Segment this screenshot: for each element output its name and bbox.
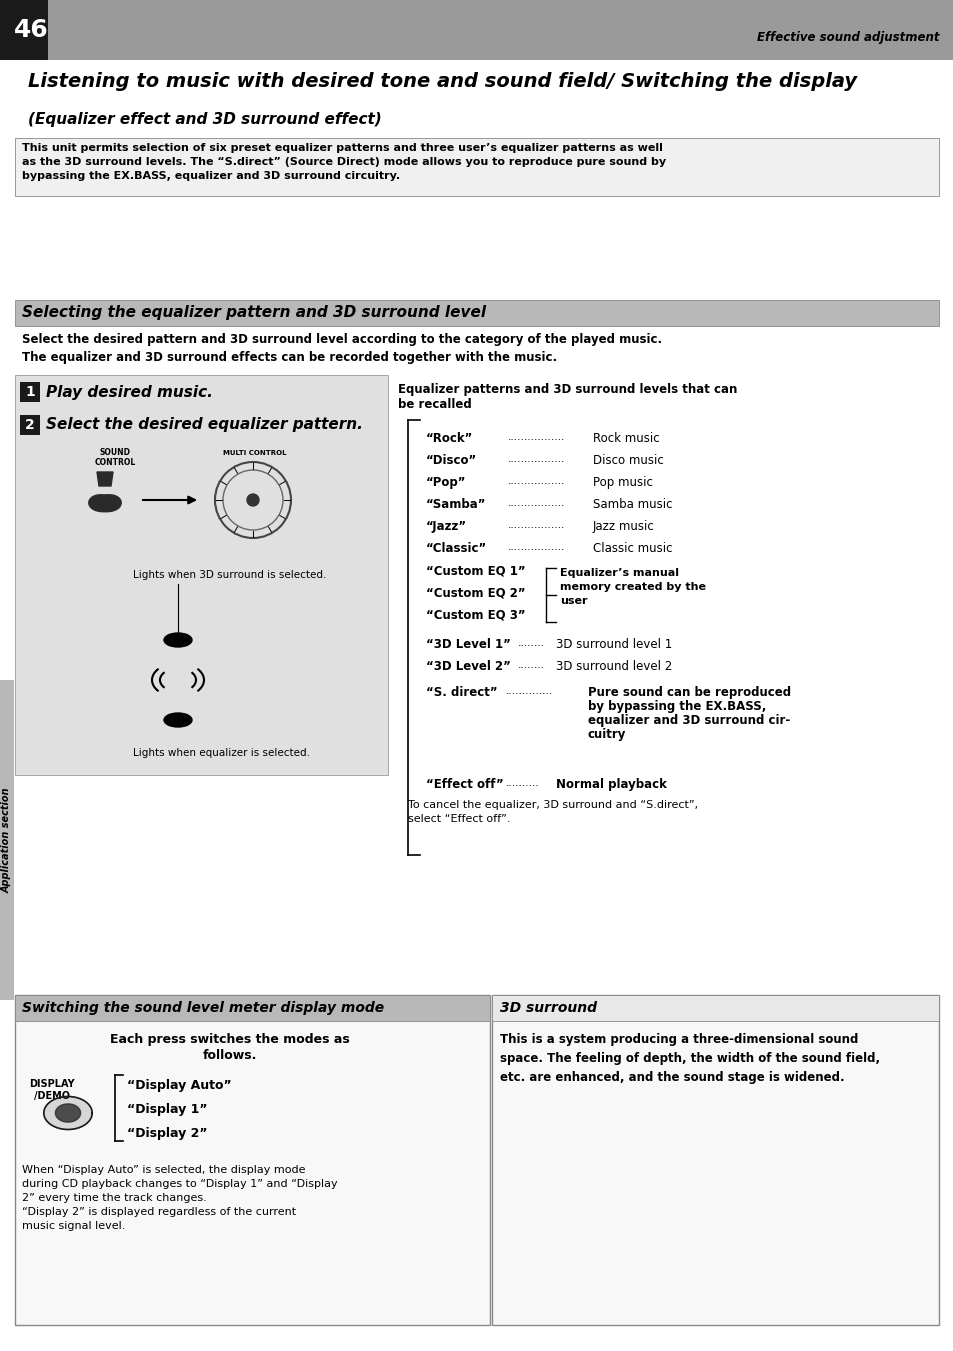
Text: “Pop”: “Pop” [426,476,466,489]
Text: ..........: .......... [505,778,539,788]
FancyBboxPatch shape [492,994,938,1021]
Text: Equalizer’s manual: Equalizer’s manual [559,567,679,578]
Text: .................: ................. [507,499,565,508]
Text: Pure sound can be reproduced: Pure sound can be reproduced [587,686,790,698]
Text: user: user [559,596,587,607]
FancyBboxPatch shape [15,994,490,1325]
Text: Effective sound adjustment: Effective sound adjustment [757,31,939,45]
Text: Select the desired equalizer pattern.: Select the desired equalizer pattern. [46,417,362,432]
Polygon shape [89,494,121,512]
Text: “Samba”: “Samba” [426,499,486,511]
Text: Switching the sound level meter display mode: Switching the sound level meter display … [22,1001,384,1015]
Text: follows.: follows. [203,1048,257,1062]
Text: “Display 1”: “Display 1” [127,1102,208,1116]
Text: 3D surround: 3D surround [499,1001,597,1015]
Text: Lights when 3D surround is selected.: Lights when 3D surround is selected. [132,570,326,580]
Text: Equalizer patterns and 3D surround levels that can: Equalizer patterns and 3D surround level… [397,382,737,396]
Text: Play desired music.: Play desired music. [46,385,213,400]
Text: “Display 2”: “Display 2” [127,1127,208,1140]
Text: Disco music: Disco music [593,454,663,467]
FancyBboxPatch shape [15,994,490,1021]
Text: “Custom EQ 1”: “Custom EQ 1” [426,563,525,577]
Text: .................: ................. [507,542,565,553]
Text: .................: ................. [507,432,565,442]
Ellipse shape [164,713,192,727]
Text: 46: 46 [14,18,49,42]
Text: “Jazz”: “Jazz” [426,520,467,534]
FancyBboxPatch shape [492,994,938,1325]
FancyBboxPatch shape [15,376,388,775]
Text: select “Effect off”.: select “Effect off”. [408,815,510,824]
Text: 2: 2 [25,417,35,432]
Text: Pop music: Pop music [593,476,652,489]
Text: “Classic”: “Classic” [426,542,487,555]
Text: “Custom EQ 2”: “Custom EQ 2” [426,586,525,598]
Text: Samba music: Samba music [593,499,672,511]
Text: 3D surround level 1: 3D surround level 1 [556,638,672,651]
Text: Lights when equalizer is selected.: Lights when equalizer is selected. [132,748,310,758]
Text: “Rock”: “Rock” [426,432,473,444]
FancyBboxPatch shape [20,415,40,435]
Text: be recalled: be recalled [397,399,471,411]
Text: “Display Auto”: “Display Auto” [127,1079,232,1092]
Text: DISPLAY
/DEMO: DISPLAY /DEMO [30,1079,74,1101]
FancyBboxPatch shape [20,382,40,403]
Text: memory created by the: memory created by the [559,582,705,592]
Text: To cancel the equalizer, 3D surround and “S.direct”,: To cancel the equalizer, 3D surround and… [408,800,698,811]
FancyBboxPatch shape [15,138,938,196]
Text: Each press switches the modes as: Each press switches the modes as [110,1034,350,1046]
Text: ........: ........ [517,638,544,648]
Text: Rock music: Rock music [593,432,659,444]
Text: (Equalizer effect and 3D surround effect): (Equalizer effect and 3D surround effect… [28,112,381,127]
FancyBboxPatch shape [15,300,938,326]
Text: equalizer and 3D surround cir-: equalizer and 3D surround cir- [587,713,789,727]
Text: 1: 1 [25,385,35,399]
Ellipse shape [164,634,192,647]
Text: Select the desired pattern and 3D surround level according to the category of th: Select the desired pattern and 3D surrou… [22,332,661,363]
Text: When “Display Auto” is selected, the display mode
during CD playback changes to : When “Display Auto” is selected, the dis… [22,1165,337,1231]
Text: .................: ................. [507,454,565,463]
Text: 3D surround level 2: 3D surround level 2 [556,661,672,673]
Text: Normal playback: Normal playback [556,778,666,790]
Text: cuitry: cuitry [587,728,626,740]
Polygon shape [97,471,112,486]
Text: “Custom EQ 3”: “Custom EQ 3” [426,608,525,621]
Text: Jazz music: Jazz music [593,520,654,534]
Text: ..............: .............. [505,686,553,696]
Text: This unit permits selection of six preset equalizer patterns and three user’s eq: This unit permits selection of six prese… [22,143,665,181]
Text: Classic music: Classic music [593,542,672,555]
Text: Application section: Application section [2,788,12,893]
FancyBboxPatch shape [0,0,953,59]
FancyBboxPatch shape [0,0,48,59]
Text: ........: ........ [517,661,544,670]
Text: MULTI CONTROL: MULTI CONTROL [223,450,287,457]
Text: “S. direct”: “S. direct” [426,686,497,698]
Text: .................: ................. [507,520,565,530]
Polygon shape [55,1104,80,1123]
Text: by bypassing the EX.BASS,: by bypassing the EX.BASS, [587,700,765,713]
Text: SOUND
CONTROL: SOUND CONTROL [94,449,135,467]
Text: Listening to music with desired tone and sound field/ Switching the display: Listening to music with desired tone and… [28,72,856,91]
Text: “Disco”: “Disco” [426,454,476,467]
FancyBboxPatch shape [0,680,14,1000]
Polygon shape [44,1097,92,1129]
Text: Selecting the equalizer pattern and 3D surround level: Selecting the equalizer pattern and 3D s… [22,305,486,320]
Text: “3D Level 1”: “3D Level 1” [426,638,511,651]
Text: This is a system producing a three-dimensional sound
space. The feeling of depth: This is a system producing a three-dimen… [499,1034,880,1084]
Text: .................: ................. [507,476,565,486]
Text: “3D Level 2”: “3D Level 2” [426,661,511,673]
Text: “Effect off”: “Effect off” [426,778,503,790]
Circle shape [247,494,258,507]
